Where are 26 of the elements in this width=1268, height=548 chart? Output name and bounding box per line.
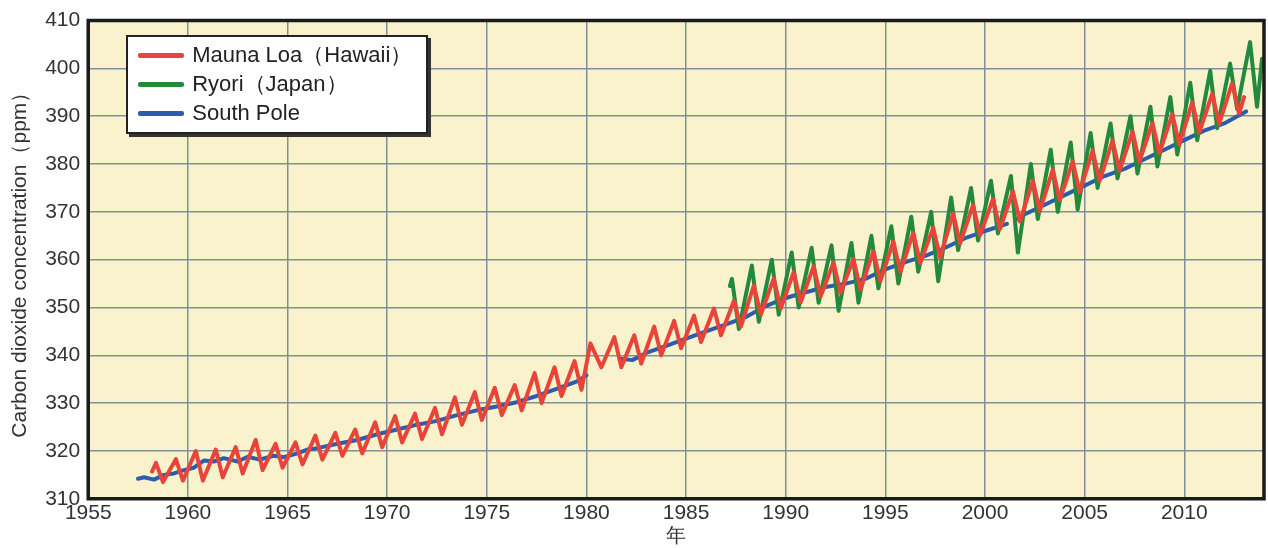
x-tick-label: 1970 — [363, 500, 411, 524]
x-tick-label: 2010 — [1160, 500, 1208, 524]
y-axis-title: Carbon dioxide concentration（ppm） — [7, 81, 31, 438]
x-axis-title: 年 — [666, 523, 687, 546]
x-tick-label: 1975 — [463, 500, 511, 524]
y-tick-label: 410 — [45, 7, 81, 31]
y-tick-label: 350 — [45, 294, 81, 318]
y-tick-label: 390 — [45, 103, 81, 127]
x-tick-label: 1965 — [264, 500, 311, 524]
y-tick-label: 340 — [45, 342, 81, 366]
y-tick-label: 320 — [45, 437, 81, 461]
y-tick-label: 380 — [45, 150, 81, 174]
x-tick-label: 1985 — [662, 500, 710, 524]
y-tick-label: 360 — [45, 246, 81, 270]
x-tick-label: 1995 — [862, 500, 909, 524]
x-tick-label: 1960 — [164, 500, 212, 524]
x-tick-label: 1990 — [762, 500, 810, 524]
legend-label: South Pole — [192, 100, 300, 127]
x-tick-label: 2005 — [1061, 500, 1109, 524]
legend-label: Ryori（Japan） — [192, 70, 348, 99]
y-tick-label: 370 — [45, 198, 81, 222]
y-tick-label: 330 — [45, 389, 81, 413]
y-tick-label: 400 — [45, 55, 81, 79]
x-tick-label: 2000 — [961, 500, 1009, 524]
x-tick-label: 1980 — [563, 500, 610, 524]
legend-label: Mauna Loa（Hawaii） — [192, 41, 413, 70]
